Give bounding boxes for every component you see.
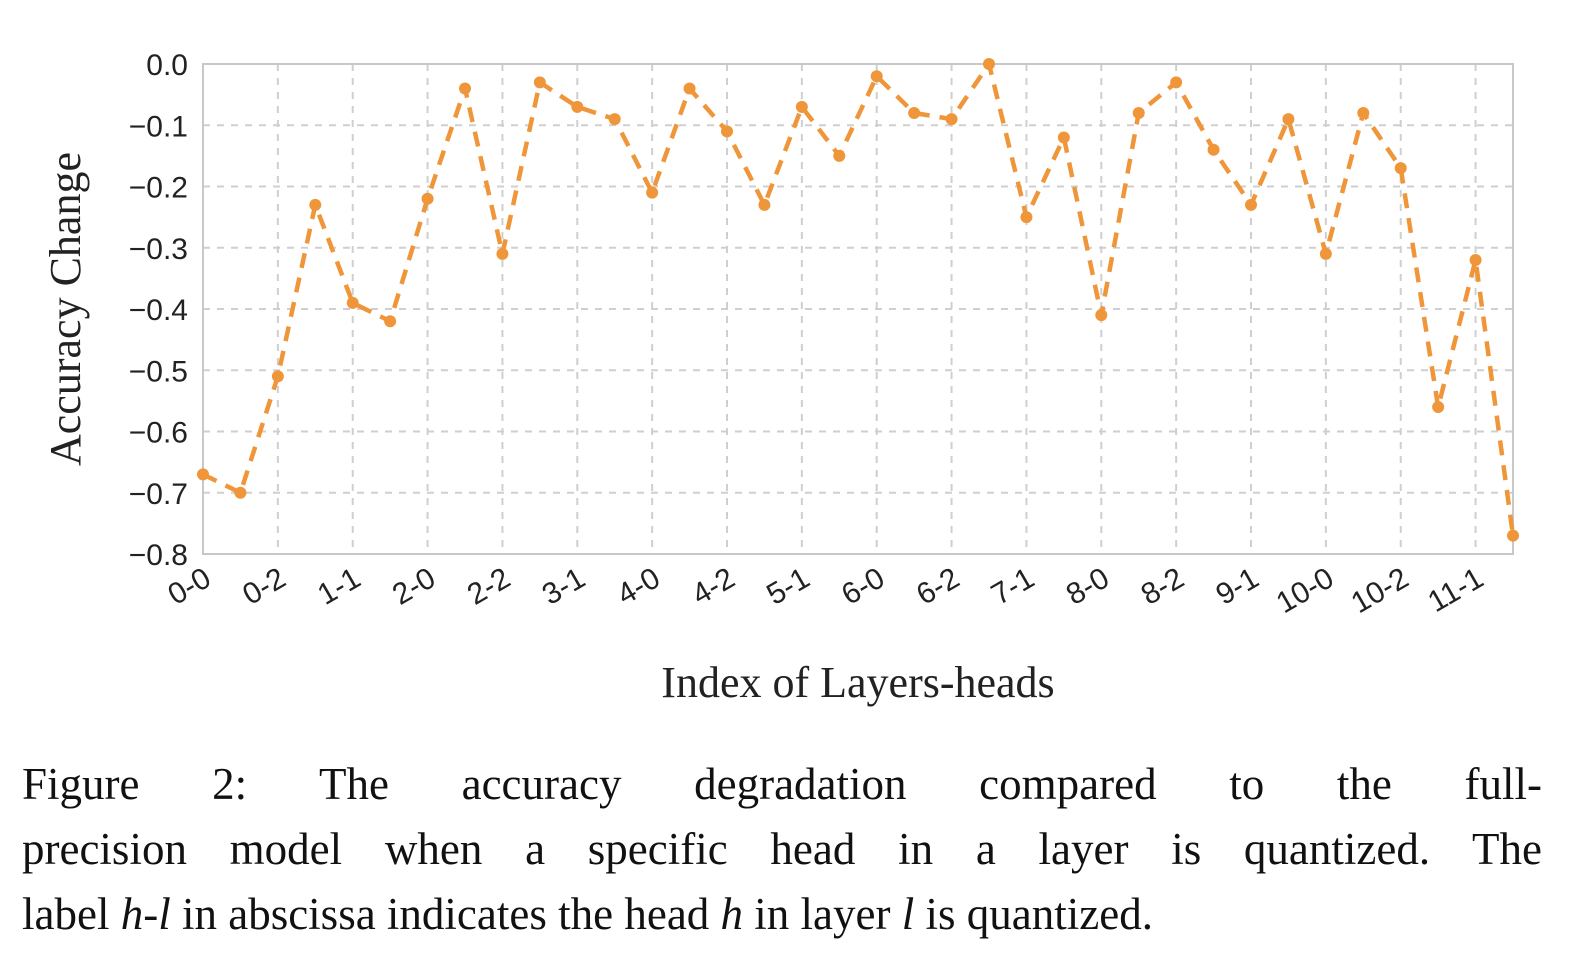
data-point <box>234 486 247 499</box>
caption-line-3: label h-l in abscissa indicates the head… <box>22 882 1542 947</box>
data-point <box>758 198 771 211</box>
x-tick-label: 2-2 <box>462 561 516 611</box>
x-tick-labels: 0-0 0-2 1-1 2-0 2-2 3-1 4-0 4-2 5-1 6-0 6-2 7-1 8-0 8… <box>162 561 1489 620</box>
series-path <box>202 61 1516 536</box>
data-point <box>571 100 584 113</box>
x-tick-label: 10-0 <box>1271 561 1340 620</box>
data-point <box>1057 131 1070 144</box>
data-point <box>870 70 883 83</box>
data-point <box>1282 113 1295 126</box>
caption-text: label <box>22 889 121 939</box>
x-tick-label: 5-1 <box>761 561 815 611</box>
data-point <box>1469 254 1482 266</box>
data-point <box>1132 107 1145 119</box>
data-point <box>459 82 471 95</box>
caption-var-l: l <box>158 889 171 939</box>
caption-var-h: h <box>120 889 144 939</box>
x-tick-label: 8-2 <box>1136 561 1190 611</box>
y-tick-label: −0.2 <box>129 172 188 205</box>
caption-text: in abscissa indicates the head <box>170 889 721 939</box>
y-tick-labels: 0.0 −0.1 −0.2 −0.3 −0.4 −0.5 −0.6 −0.7 −0.8 <box>129 49 188 572</box>
x-tick-label: 7-1 <box>986 561 1040 611</box>
data-point <box>533 76 546 89</box>
line-chart: 0.0−0.1−0.2−0.3−0.4−0.5−0.6−0.7−0.8 0-0 0… <box>41 49 1519 707</box>
data-point <box>346 296 359 309</box>
data-point <box>1432 401 1445 413</box>
x-axis-label: Index of Layers-heads <box>661 658 1054 707</box>
data-point <box>721 125 733 138</box>
plot-frame <box>202 63 1514 555</box>
x-tick-label: 1-1 <box>312 561 366 611</box>
data-point <box>1245 198 1257 211</box>
y-tick-label: −0.1 <box>129 110 188 143</box>
data-point <box>1319 247 1332 260</box>
y-tick-label: −0.3 <box>129 233 188 266</box>
data-point <box>1207 143 1220 156</box>
x-tick-label: 3-1 <box>537 561 591 611</box>
data-point <box>833 149 846 162</box>
x-tick-label: 4-0 <box>612 561 666 611</box>
data-point <box>384 315 397 328</box>
caption-text: is quantized. <box>914 889 1153 939</box>
data-point <box>197 468 209 481</box>
y-tick-label: 0.0 <box>146 49 188 82</box>
x-tick-label: 9-1 <box>1210 561 1264 611</box>
x-tick-label: 4-2 <box>686 561 740 611</box>
data-point <box>271 370 284 383</box>
y-tick-label: −0.8 <box>129 539 188 572</box>
data-point <box>421 192 434 205</box>
data-point <box>683 82 696 95</box>
x-tick-label: 0-2 <box>237 561 291 611</box>
caption-line-2: precision model when a specific head in … <box>22 824 1542 874</box>
caption-text: in layer <box>743 889 902 939</box>
data-point <box>496 247 509 260</box>
data-point <box>1170 76 1183 89</box>
series-line <box>197 58 1519 542</box>
y-tick-label: −0.6 <box>129 417 188 450</box>
data-point <box>646 186 659 199</box>
x-tick-label: 11-1 <box>1422 561 1489 618</box>
caption-var-h: h <box>720 889 744 939</box>
data-point <box>1095 309 1108 322</box>
y-tick-label: −0.7 <box>129 478 188 511</box>
data-point <box>795 100 808 113</box>
caption-var-l: l <box>901 889 915 939</box>
data-point <box>1507 529 1519 542</box>
x-tick-label: 6-2 <box>911 561 965 611</box>
x-tick-label: 10-2 <box>1346 561 1415 620</box>
caption-line-1: Figure 2: The accuracy degradation compa… <box>22 759 1542 809</box>
data-point <box>309 198 322 211</box>
figure-caption: Figure 2: The accuracy degradation compa… <box>22 752 1542 947</box>
data-point <box>1357 107 1370 119</box>
grid-lines <box>203 64 1513 554</box>
data-point <box>608 113 621 126</box>
data-point <box>1394 162 1407 175</box>
x-tick-label: 2-0 <box>387 561 441 611</box>
y-tick-label: −0.4 <box>129 294 188 327</box>
x-tick-label: 8-0 <box>1061 561 1115 611</box>
data-point <box>983 58 995 70</box>
y-axis-label: Accuracy Change <box>41 152 90 466</box>
data-point <box>1020 211 1033 224</box>
data-point <box>908 107 921 119</box>
x-tick-label: 6-0 <box>836 561 890 611</box>
data-point <box>945 113 958 126</box>
y-tick-label: −0.5 <box>129 355 188 388</box>
caption-dash: - <box>143 889 159 939</box>
